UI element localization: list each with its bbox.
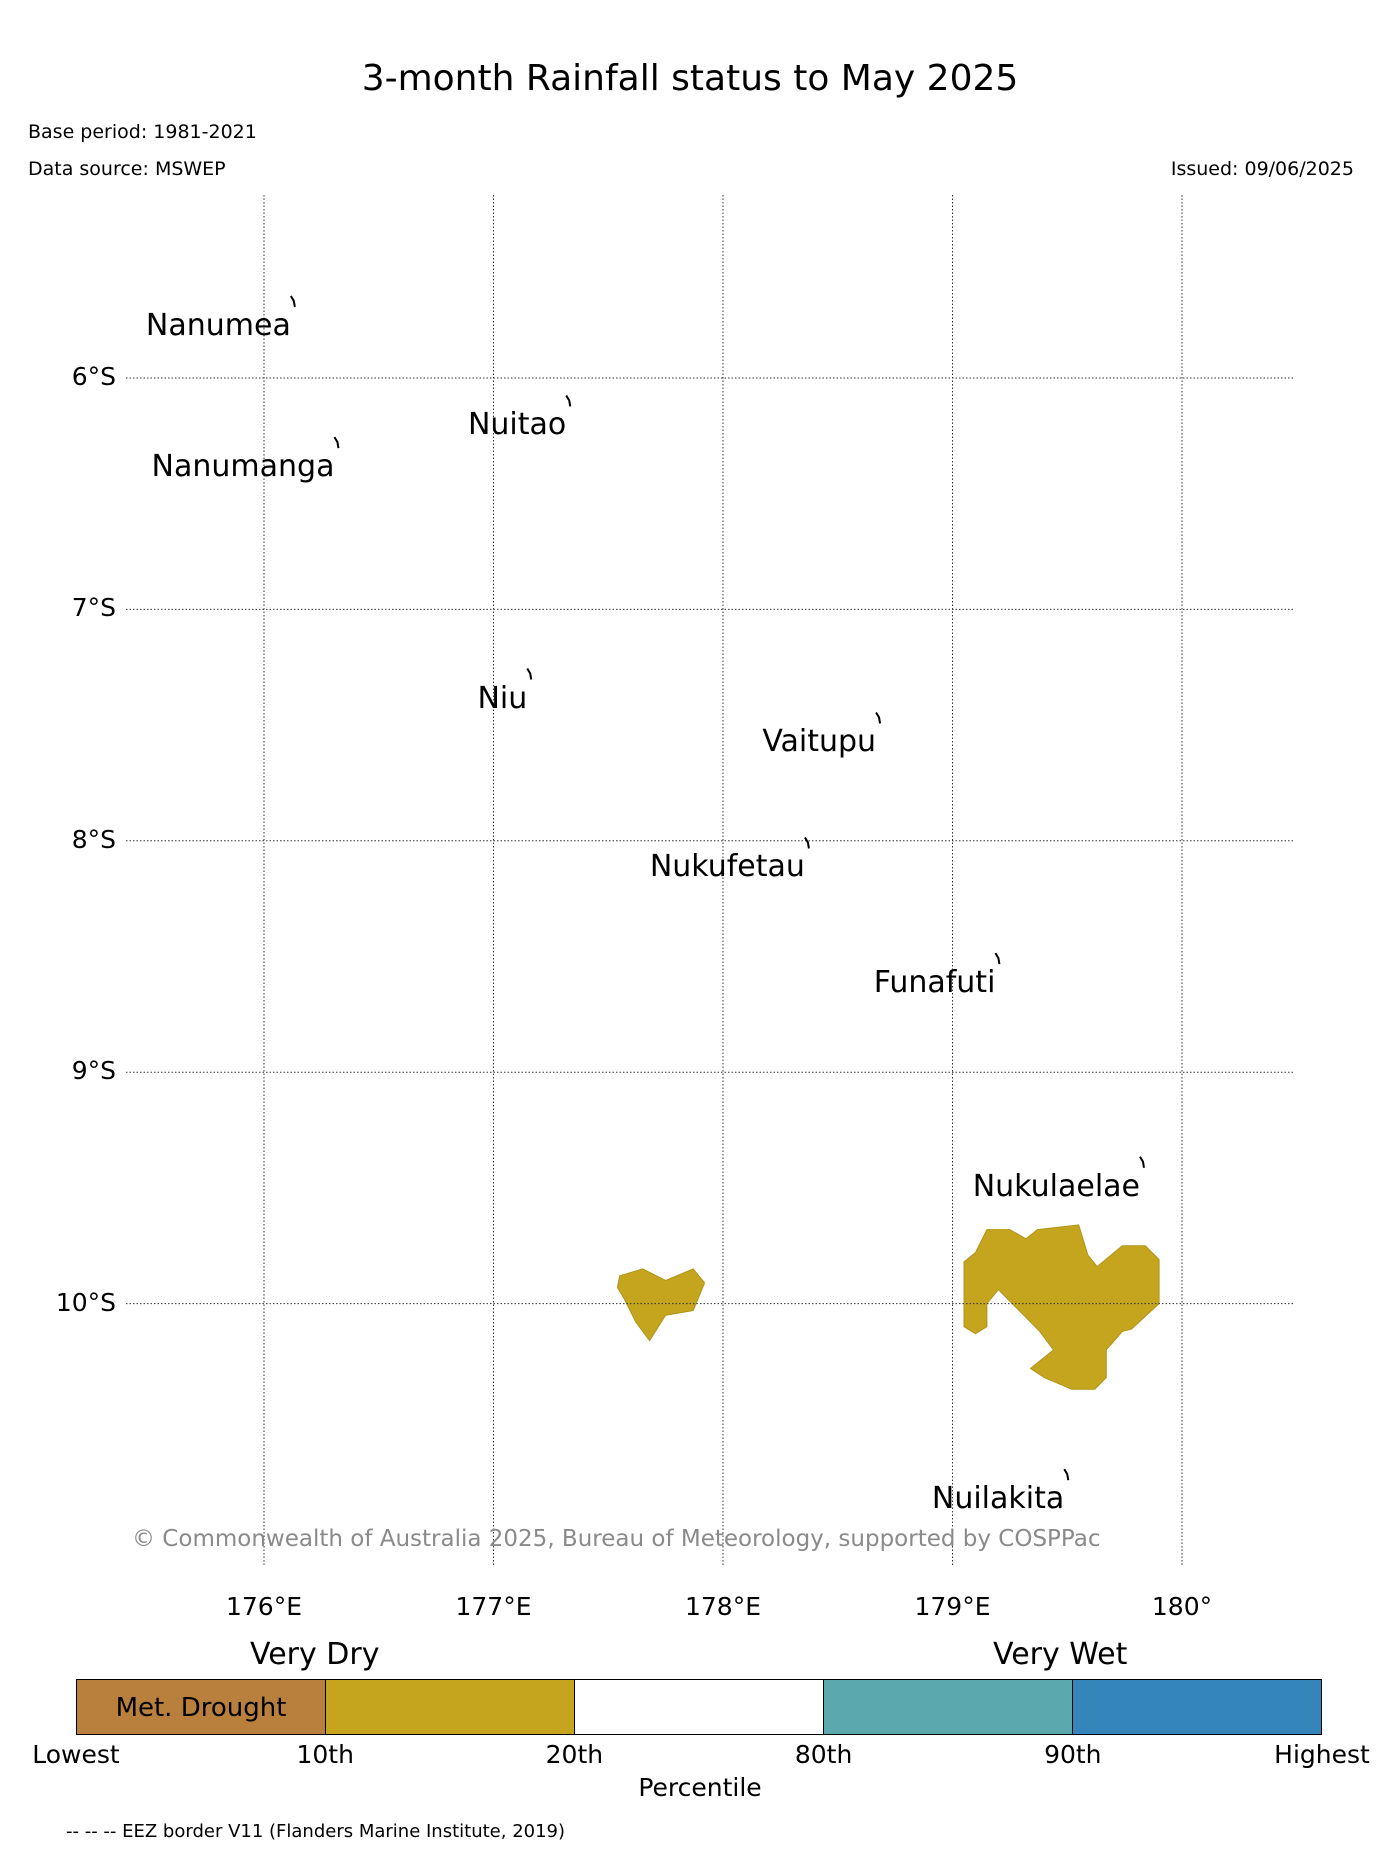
island-outline	[875, 711, 882, 724]
island-label: Nuitao	[467, 407, 567, 443]
rainfall-map	[126, 195, 1293, 1565]
island-outline	[804, 836, 810, 849]
colorbar-tick-label: 90th	[1044, 1740, 1102, 1769]
lon-tick-label: 180°	[1151, 1592, 1213, 1621]
colorbar-segment-20-80	[575, 1680, 824, 1734]
island-outline	[1063, 1468, 1070, 1481]
island-label: Niu	[477, 680, 528, 716]
island-label: Nanumanga	[151, 449, 335, 485]
colorbar-segment-90-highest	[1073, 1680, 1321, 1734]
lon-tick-label: 177°E	[455, 1592, 532, 1621]
island-markers	[289, 295, 1145, 1481]
map-title: 3-month Rainfall status to May 2025	[361, 58, 1019, 99]
lat-tick-label: 10°S	[55, 1287, 116, 1317]
data-source: Data source: MSWEP	[28, 158, 226, 180]
island-label: Funafuti	[873, 965, 996, 1001]
island-label: Nuilakita	[931, 1481, 1065, 1517]
island-outline	[526, 667, 533, 680]
map-grid	[126, 195, 1293, 1565]
island-outline	[565, 394, 572, 407]
eez-border-note: -- -- -- EEZ border V11 (Flanders Marine…	[66, 1821, 566, 1842]
percentile-colorbar: Met. Drought	[76, 1679, 1322, 1735]
island-label: Nukufetau	[649, 849, 805, 885]
island-label: Nukulaelae	[972, 1168, 1140, 1204]
issued-date: Issued: 09/06/2025	[1170, 158, 1354, 180]
colorbar-segment-80-90	[824, 1680, 1073, 1734]
island-label: Nanumea	[145, 307, 291, 343]
percentile-axis-label: Percentile	[638, 1773, 762, 1802]
island-outline	[289, 295, 296, 308]
rainfall-region-1	[616, 1268, 706, 1342]
colorbar-tick-label: 10th	[296, 1740, 354, 1769]
island-label: Vaitupu	[762, 724, 877, 760]
colorbar-tick-label: 20th	[545, 1740, 604, 1769]
island-outline	[1139, 1156, 1145, 1168]
colorbar-segment-10-20	[326, 1680, 575, 1734]
legend-very-dry: Very Dry	[250, 1637, 380, 1672]
island-outline	[994, 952, 1001, 965]
lat-tick-label: 8°S	[71, 824, 116, 854]
met-drought-label: Met. Drought	[115, 1693, 287, 1723]
base-period: Base period: 1981-2021	[28, 121, 257, 143]
colorbar-tick-label: Highest	[1274, 1740, 1370, 1769]
lon-tick-label: 176°E	[225, 1592, 302, 1621]
legend-very-wet: Very Wet	[993, 1637, 1128, 1672]
lon-tick-label: 179°E	[914, 1592, 991, 1621]
lat-tick-label: 7°S	[71, 593, 116, 623]
colorbar-tick-label: 80th	[794, 1740, 853, 1769]
rainfall-region-2	[963, 1224, 1160, 1390]
lat-tick-label: 6°S	[71, 362, 116, 391]
island-outline	[333, 436, 340, 449]
rainfall-regions	[616, 1224, 1160, 1390]
lat-tick-label: 9°S	[71, 1056, 116, 1086]
colorbar-segment-met-drought: Met. Drought	[77, 1680, 326, 1734]
copyright-notice: © Commonwealth of Australia 2025, Bureau…	[132, 1526, 1101, 1552]
colorbar-tick-label: Lowest	[32, 1740, 120, 1769]
lon-tick-label: 178°E	[684, 1592, 761, 1621]
